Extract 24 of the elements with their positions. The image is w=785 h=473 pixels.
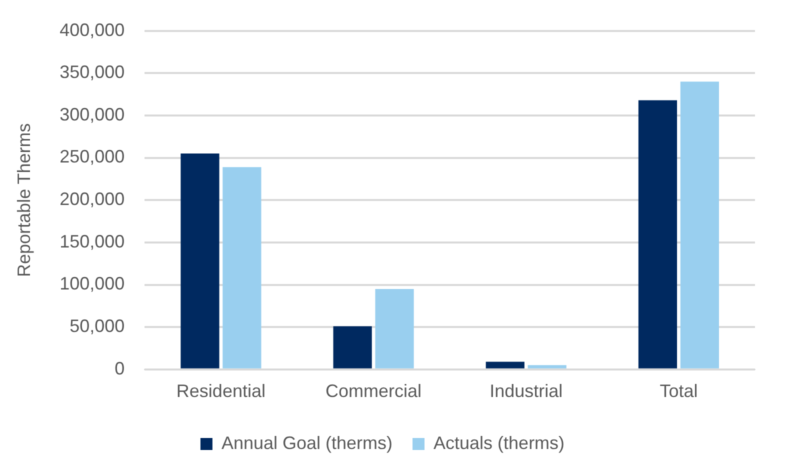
bar [180, 154, 220, 368]
legend-label: Annual Goal (therms) [221, 432, 393, 453]
bar [333, 326, 372, 368]
x-tick-label: Industrial [490, 381, 563, 402]
y-tick-label: 300,000 [60, 104, 125, 124]
x-tick-label: Commercial [326, 381, 422, 402]
y-tick-label: 400,000 [60, 20, 125, 40]
y-tick-label: 100,000 [60, 274, 125, 294]
x-tick-label: Residential [176, 381, 266, 402]
y-axis-title: Reportable Therms [14, 123, 34, 277]
y-tick-label: 50,000 [70, 316, 125, 336]
y-tick-label: 350,000 [60, 62, 125, 82]
bar [375, 288, 414, 368]
y-tick-label: 250,000 [60, 146, 125, 167]
y-tick-label: 150,000 [60, 231, 125, 252]
bar [680, 82, 719, 368]
y-tick-label: 200,000 [60, 189, 125, 210]
y-tick-label: 0 [114, 358, 125, 378]
bar [528, 365, 566, 368]
bar [486, 362, 524, 368]
bar [222, 167, 262, 368]
legend-label: Actuals (therms) [434, 432, 565, 453]
bar [638, 100, 678, 368]
x-tick-label: Total [660, 381, 698, 402]
